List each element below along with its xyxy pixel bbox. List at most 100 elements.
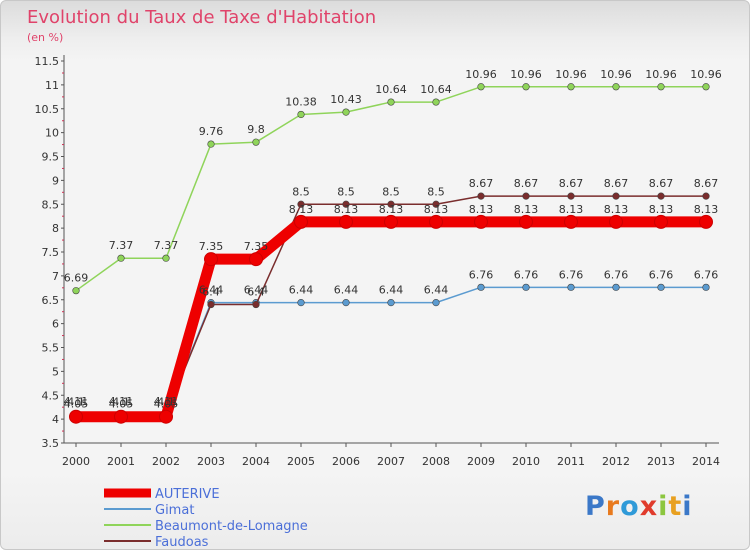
data-label: 6.44 (334, 284, 359, 297)
data-label: 8.67 (514, 177, 539, 190)
data-point (477, 83, 485, 91)
data-point (342, 200, 350, 208)
legend-label: AUTERIVE (155, 487, 220, 502)
data-point (204, 252, 218, 267)
x-tick-label: 2002 (152, 455, 180, 468)
data-label: 10.64 (375, 83, 407, 96)
data-point (297, 110, 305, 119)
data-point (72, 287, 80, 295)
data-point (252, 300, 260, 309)
data-label: 8.5 (427, 185, 445, 198)
data-point (699, 214, 713, 229)
y-tick-label: 11.5 (35, 55, 60, 68)
logo-letter: P (585, 491, 606, 522)
logo-letter: t (668, 491, 683, 522)
data-label: 10.96 (510, 68, 542, 81)
y-axis-unit: (en %) (27, 31, 64, 44)
y-tick-label: 3.5 (42, 437, 60, 450)
data-point (522, 83, 530, 91)
data-label: 8.13 (289, 203, 314, 216)
data-label: 6.44 (424, 284, 449, 297)
data-label: 4.11 (109, 395, 134, 408)
data-label: 4.05 (109, 398, 134, 411)
data-point (657, 83, 665, 91)
legend-label: Beaumont-de-Lomagne (155, 519, 308, 534)
data-point (342, 108, 350, 116)
data-label: 9.8 (247, 123, 265, 136)
data-point (117, 254, 125, 262)
data-label: 4.11 (154, 395, 179, 408)
data-label: 4.05 (64, 398, 89, 411)
data-label: 6.44 (289, 284, 314, 297)
data-point (702, 83, 710, 91)
data-point (297, 200, 305, 208)
data-label: 7.35 (244, 240, 269, 253)
y-tick-label: 8 (52, 222, 59, 235)
data-label: 6.44 (379, 284, 404, 297)
data-label: 6.76 (649, 268, 674, 281)
data-label: 4.11 (64, 395, 89, 408)
data-point (114, 409, 128, 424)
data-point (609, 214, 623, 229)
data-label: 10.96 (555, 68, 587, 81)
y-tick-label: 11 (45, 79, 59, 92)
data-label: 6.76 (604, 268, 629, 281)
data-point (207, 140, 215, 148)
data-labels: 6.69 7.37 7.37 9.76 9.8 10.38 10.43 10.64 10.64 1… (64, 68, 722, 411)
data-label: 8.67 (649, 177, 674, 190)
data-point (567, 192, 575, 200)
data-point (342, 299, 350, 307)
y-tick-label: 9.5 (42, 151, 60, 164)
data-label: 8.13 (469, 203, 494, 216)
data-label: 8.5 (382, 185, 400, 198)
data-point (654, 214, 668, 229)
data-point (297, 299, 305, 307)
y-tick-label: 4 (52, 413, 59, 426)
x-tick-label: 2010 (512, 455, 540, 468)
y-tick-label: 5.5 (42, 342, 60, 355)
legend-label: Faudoas (155, 535, 209, 550)
data-point (519, 214, 533, 229)
data-label: 6.44 (199, 284, 224, 297)
x-tick-label: 2004 (242, 455, 270, 468)
data-point (387, 200, 395, 208)
data-point (162, 254, 170, 262)
data-label: 6.4 (202, 286, 220, 299)
y-tick-label: 9 (52, 174, 59, 187)
data-point (69, 409, 83, 424)
data-point (429, 214, 443, 229)
data-point (567, 83, 575, 91)
data-point (432, 200, 440, 208)
data-point (387, 299, 395, 307)
data-label: 7.35 (199, 240, 224, 253)
data-label: 10.96 (465, 68, 497, 81)
logo-letter: o (620, 491, 640, 522)
data-point (387, 98, 395, 106)
data-label: 10.96 (600, 68, 632, 81)
data-point (432, 98, 440, 106)
data-point (252, 138, 260, 146)
data-label: 8.67 (469, 177, 494, 190)
data-label: 8.13 (694, 203, 719, 216)
legend-label: Gimat (155, 503, 194, 518)
data-label: 8.13 (649, 203, 674, 216)
data-label: 10.96 (645, 68, 677, 81)
x-tick-label: 2001 (107, 455, 135, 468)
x-tick-label: 2014 (692, 455, 720, 468)
y-tick-label: 8.5 (42, 198, 60, 211)
axes: 3.5 4 4.5 5 5.5 6 6.5 7 7.5 8 8.5 9 9.5 10 10.5 11 11.5 2… (35, 55, 720, 468)
logo-letter: r (605, 491, 621, 522)
data-point (657, 283, 665, 291)
data-label: 10.64 (420, 83, 452, 96)
series-lines (69, 83, 713, 424)
data-point (612, 283, 620, 291)
x-tick-label: 2007 (377, 455, 405, 468)
y-tick-label: 5 (52, 365, 59, 378)
data-point (207, 300, 215, 309)
data-label: 9.76 (199, 125, 224, 138)
data-label: 8.13 (334, 203, 359, 216)
data-label: 4.1 (157, 395, 175, 408)
data-point (249, 252, 263, 267)
